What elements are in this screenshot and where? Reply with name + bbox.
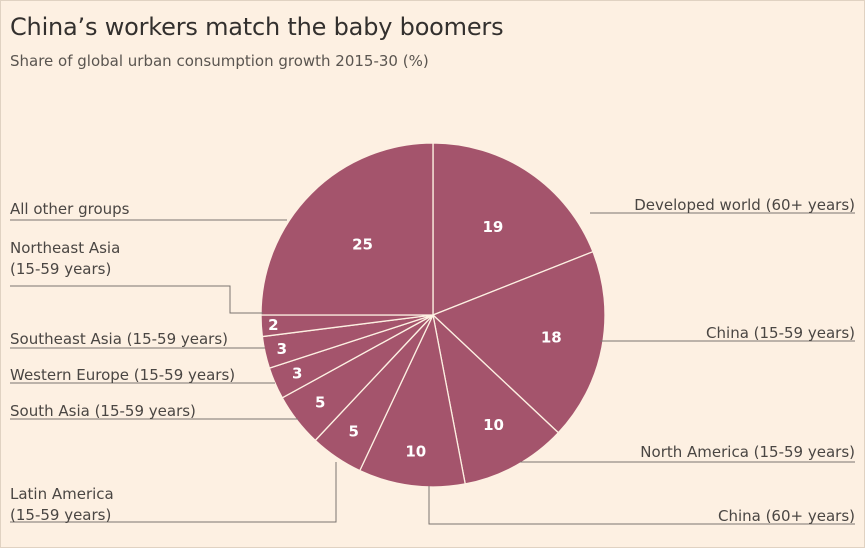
pie-slices [260, 142, 606, 488]
label-north-america-15-59-years: North America (15-59 years) [640, 443, 855, 461]
label-china-15-59-years: China (15-59 years) [706, 324, 855, 342]
label-western-europe-15-59-years: Western Europe (15-59 years) [10, 366, 235, 384]
value-all-other-groups: 25 [352, 236, 373, 254]
slice-labels: Developed world (60+ years) China (15-59 … [10, 196, 855, 525]
value-china-60-years: 10 [405, 443, 426, 461]
value-north-america-15-59-years: 10 [483, 416, 504, 434]
value-developed-world-60-years: 19 [482, 218, 503, 236]
slice-developed-world-60-years [432, 142, 594, 316]
label-south-asia-15-59-years: South Asia (15-59 years) [10, 402, 196, 420]
slice-china-15-59-years [432, 251, 606, 434]
value-northeast-asia-15-59-years: 2 [268, 316, 278, 334]
leader-latin-america-15-59-years [10, 462, 337, 523]
label-all-other-groups: All other groups [10, 200, 130, 218]
label-latin-america-15-59-years: Latin America (15-59 years) [10, 485, 114, 524]
leader-northeast-asia-15-59-years [10, 285, 263, 314]
value-latin-america-15-59-years: 5 [348, 423, 358, 441]
chart-subtitle: Share of global urban consumption growth… [10, 52, 429, 70]
label-southeast-asia-15-59-years: Southeast Asia (15-59 years) [10, 330, 228, 348]
label-developed-world-60-years: Developed world (60+ years) [634, 196, 855, 214]
slice-all-other-groups [260, 142, 434, 316]
leader-lines [10, 212, 855, 525]
leader-china-60-years [428, 486, 855, 525]
chart-title: China’s workers match the baby boomers [10, 13, 504, 41]
slice-north-america-15-59-years [432, 314, 560, 485]
slice-china-60-years [359, 314, 466, 488]
value-southeast-asia-15-59-years: 3 [277, 340, 287, 358]
value-south-asia-15-59-years: 5 [315, 394, 325, 412]
value-china-15-59-years: 18 [541, 329, 562, 347]
value-western-europe-15-59-years: 3 [292, 365, 302, 383]
label-northeast-asia-15-59-years: Northeast Asia (15-59 years) [10, 239, 120, 278]
label-china-60-years: China (60+ years) [718, 507, 855, 525]
